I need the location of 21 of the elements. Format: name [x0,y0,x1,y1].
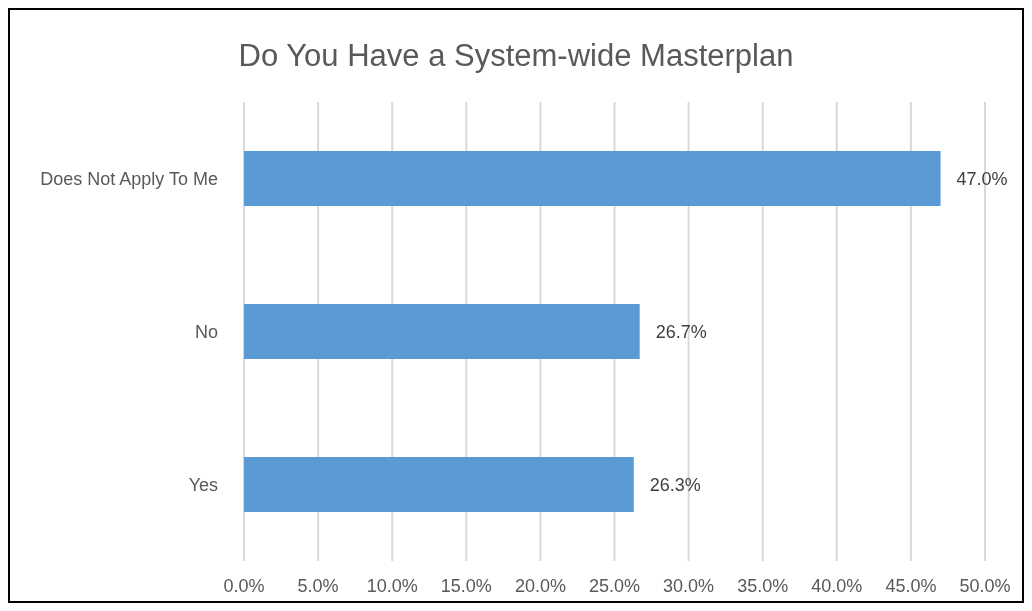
x-tick-label: 45.0% [885,575,937,596]
data-label: 47.0% [956,168,1008,189]
x-tick-label: 50.0% [959,575,1011,596]
chart-title: Do You Have a System-wide Masterplan [237,38,795,74]
y-tick-label: Does Not Apply To Me [40,168,218,189]
y-tick-label: No [194,321,218,342]
y-tick-label: Yes [188,474,218,495]
x-tick-label: 10.0% [366,575,418,596]
x-tick-label: 20.0% [514,575,566,596]
x-tick-label: 25.0% [588,575,641,596]
bar [244,150,941,206]
x-tick-label: 0.0% [223,575,265,596]
x-tick-label: 30.0% [663,575,715,596]
bar [244,303,640,359]
x-tick-label: 40.0% [811,575,863,596]
x-tick-label: 15.0% [440,575,492,596]
x-tick-label: 35.0% [737,575,789,596]
x-tick-label: 5.0% [297,575,339,596]
data-label: 26.3% [649,474,701,495]
bar [244,456,634,512]
data-label: 26.7% [655,321,707,342]
